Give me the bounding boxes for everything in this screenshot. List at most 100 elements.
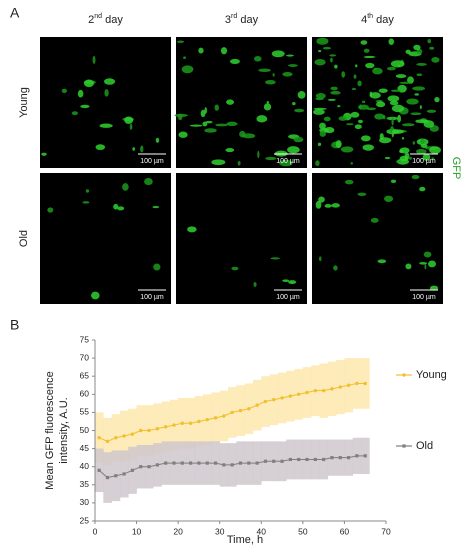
y-tick-label: 25: [80, 515, 90, 525]
marker: [97, 468, 101, 472]
day-suffix: th: [367, 13, 373, 20]
marker: [272, 459, 276, 463]
marker: [346, 456, 351, 460]
x-axis-label: Time, h: [227, 534, 263, 546]
gfp-cell: [414, 93, 419, 96]
gfp-cell: [225, 148, 235, 153]
gfp-cell: [181, 65, 194, 74]
gfp-cell: [315, 200, 322, 209]
gfp-cell: [337, 105, 341, 108]
gfp-cell: [419, 186, 426, 192]
gfp-cell: [350, 111, 360, 118]
gfp-cell: [41, 152, 47, 156]
marker: [213, 416, 218, 420]
column-label: 3rd day: [225, 13, 259, 26]
gfp-cell: [391, 104, 405, 113]
gfp-cell: [354, 124, 362, 130]
marker: [313, 388, 318, 393]
gfp-cell: [265, 79, 276, 85]
gfp-cell: [369, 92, 381, 99]
marker: [188, 421, 193, 425]
gfp-cell: [132, 147, 136, 151]
marker: [105, 475, 110, 480]
day-text: day: [102, 14, 123, 26]
gfp-cell: [282, 279, 290, 283]
gfp-cell: [405, 263, 412, 270]
gfp-cell: [360, 135, 371, 142]
gfp-cell: [231, 266, 239, 271]
gfp-cell: [351, 87, 357, 91]
gfp-cell: [257, 150, 260, 159]
gfp-cell: [237, 160, 241, 166]
marker: [180, 461, 184, 465]
day-suffix: rd: [231, 13, 237, 20]
day-text: day: [373, 14, 394, 26]
gfp-cell: [318, 256, 322, 262]
gfp-cell: [362, 144, 375, 151]
gfp-cell: [405, 49, 411, 55]
marker: [247, 407, 251, 411]
gfp-cell: [313, 109, 325, 115]
marker: [238, 461, 243, 465]
y-tick-label: 60: [80, 389, 90, 399]
marker: [222, 414, 226, 418]
gfp-cell: [330, 86, 338, 91]
marker: [114, 474, 118, 478]
marker: [288, 394, 293, 398]
channel-label: GFP: [450, 157, 462, 180]
marker: [130, 468, 135, 472]
gfp-cell: [395, 160, 401, 163]
gfp-cell: [423, 120, 435, 128]
gfp-cell: [177, 40, 184, 44]
gfp-cell: [429, 46, 435, 50]
gfp-cell: [361, 100, 366, 104]
gfp-cell: [272, 73, 275, 77]
gfp-cell: [377, 259, 387, 264]
marker: [263, 399, 268, 404]
y-tick-label: 55: [80, 407, 90, 417]
gfp-cell: [344, 179, 354, 185]
gfp-cell: [129, 123, 133, 130]
gfp-cell: [409, 156, 412, 160]
marker: [263, 459, 268, 463]
marker: [172, 461, 176, 465]
gfp-cell: [293, 136, 304, 143]
gfp-cell: [399, 81, 412, 84]
gfp-cell: [256, 115, 268, 123]
marker: [255, 461, 259, 465]
gfp-cell: [319, 122, 326, 130]
gfp-cell: [398, 64, 401, 67]
legend-marker: [402, 373, 406, 377]
gfp-cell: [95, 144, 106, 151]
gfp-cell: [422, 153, 431, 161]
gfp-cell: [346, 123, 354, 126]
marker: [338, 385, 342, 389]
x-tick-label: 0: [93, 526, 98, 536]
y-tick-label: 35: [80, 479, 90, 489]
gfp-cell: [395, 74, 407, 79]
gfp-cell: [215, 123, 228, 127]
marker: [155, 426, 160, 431]
legend-marker: [402, 444, 406, 448]
gfp-cell: [226, 99, 235, 105]
row-label: Young: [18, 87, 30, 118]
marker: [288, 457, 292, 462]
gfp-cell: [316, 37, 329, 45]
gfp-cell: [271, 50, 285, 58]
scale-bar-label: 100 µm: [276, 158, 300, 165]
y-tick-label: 50: [80, 425, 90, 435]
marker: [122, 472, 126, 476]
gfp-cell: [174, 113, 188, 117]
gfp-cell: [357, 192, 367, 196]
legend-label: Old: [416, 440, 433, 452]
gfp-cell: [82, 201, 90, 204]
gfp-cell: [423, 251, 432, 258]
marker: [164, 461, 168, 465]
marker: [330, 456, 334, 460]
gfp-cell: [330, 57, 333, 63]
gfp-cell: [297, 91, 306, 99]
gfp-cell: [357, 80, 362, 87]
y-tick-label: 45: [80, 443, 90, 453]
gfp-cell: [229, 58, 240, 64]
marker: [321, 388, 326, 393]
